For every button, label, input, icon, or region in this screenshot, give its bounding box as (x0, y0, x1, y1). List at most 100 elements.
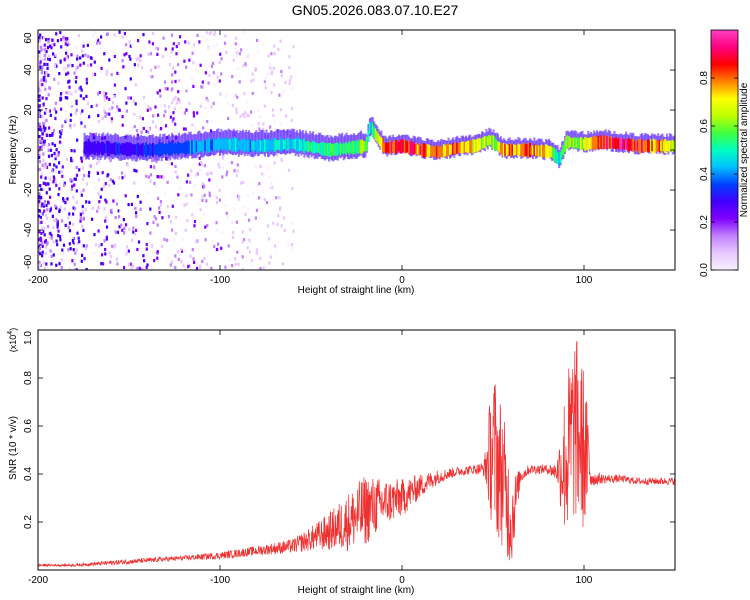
noise-cell (185, 65, 188, 69)
noise-cell (43, 53, 46, 58)
noise-cell (150, 244, 154, 248)
noise-cell (168, 105, 171, 109)
noise-cell (82, 40, 86, 44)
noise-cell (42, 158, 45, 162)
spectrogram-y-tick-label: 40 (23, 64, 34, 76)
noise-cell (249, 241, 252, 245)
noise-cell (81, 211, 85, 215)
noise-cell (136, 247, 139, 252)
noise-cell (225, 173, 228, 177)
noise-cell (96, 171, 100, 175)
ridge-cell (648, 140, 651, 152)
noise-cell (75, 165, 78, 170)
noise-cell (257, 50, 260, 54)
ridge-cell (598, 137, 601, 148)
noise-cell (195, 173, 198, 177)
noise-cell (271, 186, 274, 190)
noise-cell (76, 231, 79, 235)
ridge-cell (510, 143, 513, 157)
ridge-cell (232, 137, 234, 152)
noise-cell (49, 113, 52, 117)
noise-cell (156, 175, 159, 179)
noise-cell (55, 32, 58, 36)
noise-cell (70, 215, 73, 219)
ridge-cell (614, 137, 617, 150)
noise-cell (158, 89, 162, 93)
noise-cell (75, 108, 78, 112)
noise-cell (70, 158, 73, 163)
noise-cell (100, 262, 103, 266)
noise-cell (111, 179, 115, 183)
noise-cell (139, 54, 142, 58)
ridge-cell (610, 136, 613, 150)
noise-cell (71, 184, 74, 188)
noise-cell (196, 172, 199, 176)
noise-cell (139, 207, 142, 211)
noise-cell (83, 125, 87, 129)
noise-cell (160, 127, 163, 131)
noise-cell (65, 56, 68, 60)
ridge-cell (128, 142, 131, 157)
noise-cell (58, 161, 61, 165)
noise-cell (65, 91, 68, 95)
noise-cell (139, 200, 142, 204)
noise-cell (93, 251, 96, 255)
noise-cell (68, 105, 71, 109)
noise-cell (266, 72, 269, 76)
noise-cell (62, 252, 65, 256)
noise-cell (39, 65, 42, 69)
noise-cell (288, 78, 291, 83)
ridge-cell (186, 142, 189, 154)
noise-cell (198, 40, 201, 44)
noise-cell (43, 111, 47, 115)
ridge-cell (315, 142, 317, 153)
spectrogram-x-ticks: -200 -100 0 100 (28, 30, 593, 286)
noise-cell (216, 75, 219, 79)
noise-cell (163, 237, 166, 241)
ridge-cell (227, 139, 230, 150)
noise-cell (83, 257, 86, 261)
noise-cell (236, 169, 239, 173)
ridge-cell (568, 136, 571, 149)
ridge-cell (440, 146, 443, 158)
noise-cell (59, 98, 62, 102)
ridge-cell (530, 145, 533, 155)
noise-cell (156, 250, 159, 254)
noise-cell (58, 208, 61, 212)
ridge-cell (606, 136, 609, 149)
noise-cell (55, 110, 58, 114)
noise-cell (202, 126, 205, 130)
noise-cell (267, 166, 270, 170)
noise-cell (170, 50, 173, 54)
noise-cell (48, 232, 51, 236)
noise-cell (104, 247, 107, 252)
noise-cell (231, 103, 234, 108)
noise-cell (70, 107, 74, 111)
ridge-cell (95, 143, 98, 153)
noise-cell (50, 262, 53, 266)
ridge-cell (216, 139, 218, 150)
noise-cell (45, 262, 48, 266)
noise-cell (181, 237, 184, 241)
ridge-cell (494, 136, 497, 151)
noise-cell (129, 57, 132, 61)
snr-x-tick-label: 100 (576, 575, 593, 586)
ridge-cell (290, 139, 293, 149)
noise-cell (54, 204, 57, 208)
noise-cell (145, 242, 148, 247)
ridge-cell (632, 138, 635, 153)
noise-cell (113, 33, 116, 37)
noise-cell (43, 142, 46, 146)
noise-cell (58, 235, 62, 239)
noise-cell (185, 89, 188, 93)
ridge-cell (245, 139, 248, 152)
noise-cell (122, 218, 125, 222)
ridge-cell (390, 141, 393, 153)
ridge-cell (542, 144, 545, 158)
noise-cell (52, 180, 55, 184)
noise-cell (178, 79, 181, 83)
noise-cell (72, 195, 75, 199)
noise-cell (66, 48, 69, 52)
snr-series-line (38, 340, 675, 568)
noise-cell (87, 174, 90, 178)
